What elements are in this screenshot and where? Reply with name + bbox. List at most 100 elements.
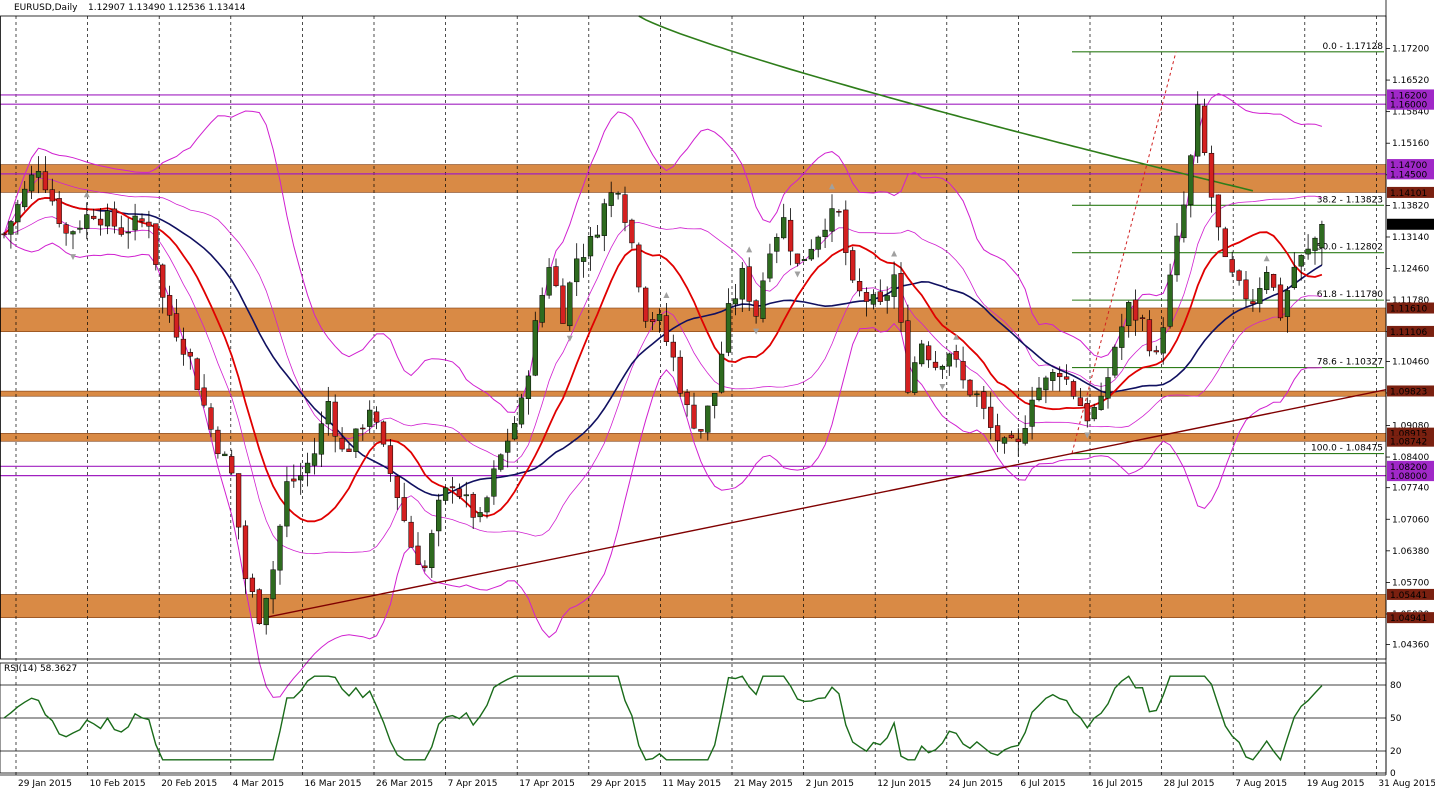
price-tag-bg-6: [1387, 302, 1434, 314]
candle-body-26: [180, 338, 187, 355]
candle-body-58: [401, 497, 407, 521]
candle-169: [1167, 263, 1173, 329]
candle-150: [1036, 377, 1042, 402]
candle-92: [636, 242, 642, 293]
candle-body-18: [125, 231, 131, 234]
candle-159: [1098, 382, 1104, 411]
fractal-down-109: [753, 328, 760, 335]
candle-151: [1043, 375, 1049, 404]
price-tag-bg-2: [1387, 159, 1434, 171]
time-label-5: 26 Mar 2015: [376, 779, 433, 789]
candle-body-108: [746, 266, 752, 302]
candle-body-190: [1312, 237, 1318, 251]
candle-36: [249, 573, 256, 598]
candle-126: [870, 289, 877, 310]
price-tag-3: 1.14500: [1387, 168, 1434, 180]
candle-41: [284, 466, 290, 538]
candle-body-123: [850, 250, 856, 281]
candle-120: [829, 194, 835, 243]
price-tag-bg-8: [1387, 385, 1434, 397]
candle-30: [208, 403, 214, 438]
candle-body-73: [505, 440, 511, 453]
time-label-15: 16 Jul 2015: [1092, 779, 1143, 789]
candle-55: [380, 420, 387, 447]
candle-body-24: [166, 295, 173, 316]
candle-body-138: [953, 351, 959, 360]
candle-body-175: [1208, 152, 1215, 198]
price-tick-label-0: 1.17200: [1392, 44, 1429, 54]
candle-187: [1291, 252, 1297, 290]
price-tick-label-7: 1.12460: [1392, 265, 1429, 275]
candle-95: [656, 308, 663, 333]
candle-body-75: [518, 397, 525, 425]
candle-11: [77, 220, 83, 234]
fractal-down-115: [794, 271, 801, 278]
candle-82: [567, 281, 573, 331]
candle-body-66: [456, 488, 463, 497]
candle-137: [946, 352, 952, 376]
price-tag-bg-14: [1387, 612, 1434, 624]
candle-body-125: [863, 292, 870, 302]
price-tag-bg-11: [1387, 460, 1434, 472]
candle-body-121: [836, 211, 842, 213]
candle-191: [1319, 220, 1325, 266]
candle-134: [925, 341, 932, 368]
time-label-18: 19 Aug 2015: [1307, 779, 1365, 789]
candle-body-20: [139, 218, 145, 222]
candle-body-181: [1250, 301, 1256, 305]
candle-68: [470, 492, 476, 529]
sr-zones: [0, 164, 1387, 618]
candle-100: [691, 392, 697, 430]
candle-81: [560, 278, 566, 324]
time-label-2: 20 Feb 2015: [161, 779, 217, 789]
candle-body-10: [70, 231, 76, 235]
candle-body-113: [781, 217, 787, 239]
candle-body-65: [449, 486, 456, 489]
time-label-8: 29 Apr 2015: [591, 779, 647, 789]
rsi-line: [3, 675, 1323, 762]
candle-body-162: [1119, 326, 1125, 348]
candle-115: [794, 253, 801, 267]
candle-body-39: [270, 569, 276, 600]
candle-106: [732, 283, 739, 316]
candle-23: [160, 263, 166, 314]
price-tag-8: 1.09823: [1387, 385, 1434, 397]
candle-body-62: [429, 533, 435, 568]
candle-body-9: [63, 224, 69, 234]
price-tag-6: 1.11610: [1387, 302, 1434, 315]
candle-189: [1305, 234, 1311, 260]
candle-162: [1119, 313, 1125, 360]
candle-103: [712, 392, 718, 419]
candle-178: [1229, 251, 1235, 277]
time-label-0: 29 Jan 2015: [18, 779, 72, 789]
candle-163: [1126, 300, 1132, 338]
candle-101: [698, 429, 704, 439]
candle-62: [429, 529, 435, 578]
ma-slow: [3, 197, 1323, 497]
candle-99: [684, 388, 690, 417]
fib-label-0: 0.0 - 1.17128: [1323, 42, 1384, 52]
candle-87: [601, 198, 607, 252]
price-tick-label-13: 1.08400: [1392, 453, 1429, 463]
candle-body-6: [42, 171, 49, 191]
candle-153: [1057, 366, 1063, 392]
candle-body-33: [229, 456, 235, 474]
candle-body-1: [8, 221, 14, 235]
candle-67: [463, 481, 469, 508]
candle-140: [967, 379, 973, 398]
price-tag-bg-13: [1387, 588, 1434, 600]
candle-28: [194, 357, 200, 391]
candle-body-82: [567, 282, 573, 327]
candle-117: [808, 239, 814, 261]
price-tag-label-6: 1.11610: [1390, 305, 1427, 315]
price-tag-label-0: 1.16200: [1390, 91, 1427, 101]
candle-body-177: [1222, 228, 1228, 258]
price-tag-label-1: 1.16000: [1390, 101, 1427, 111]
candle-9: [63, 222, 69, 246]
candle-74: [511, 416, 518, 441]
candle-body-184: [1270, 273, 1277, 288]
candle-body-183: [1264, 271, 1270, 291]
candle-body-119: [822, 229, 828, 237]
candle-body-102: [705, 405, 711, 433]
candle-body-167: [1153, 350, 1159, 353]
